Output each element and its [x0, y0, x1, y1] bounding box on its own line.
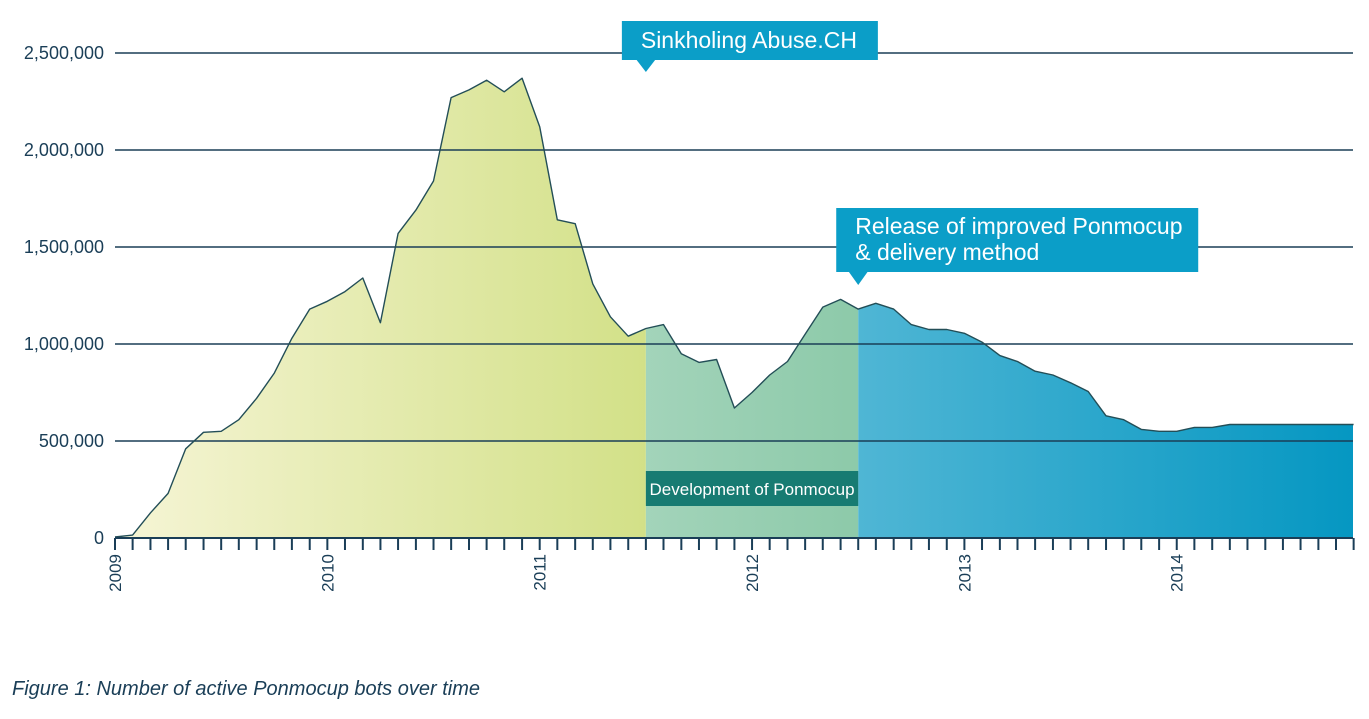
area-pre-sinkhole: [115, 78, 646, 538]
y-axis: 0 500,000 1,000,000 1,500,000 2,000,000 2,500…: [24, 43, 104, 548]
x-tick-label: 2013: [955, 554, 974, 592]
x-tick-label: 2009: [106, 554, 125, 592]
y-tick-label: 2,000,000: [24, 140, 104, 160]
x-tick-label: 2010: [318, 554, 337, 592]
development-label: Development of Ponmocup: [650, 480, 855, 499]
sinkholing-label: Sinkholing Abuse.CH: [641, 27, 857, 53]
area-layer: [115, 78, 1353, 538]
x-tick-label: 2011: [531, 554, 550, 591]
annotations: Sinkholing Abuse.CH Release of improved P…: [621, 21, 1199, 506]
series-line: [114, 77, 1354, 538]
development-box: Development of Ponmocup: [645, 471, 859, 506]
area-release: [858, 303, 1353, 538]
x-axis-labels: 2009 2010 2011 2012 2013 2014: [106, 554, 1187, 592]
figure-caption: Figure 1: Number of active Ponmocup bots…: [12, 678, 480, 700]
x-axis: [114, 537, 1355, 550]
release-label-line: Release of improved Ponmocup: [855, 213, 1182, 239]
release-callout: Release of improved Ponmocup& delivery m…: [836, 208, 1199, 285]
x-tick-label: 2012: [743, 554, 762, 592]
y-tick-label: 2,500,000: [24, 43, 104, 63]
sinkholing-callout: Sinkholing Abuse.CH: [621, 21, 878, 72]
release-label-line: & delivery method: [855, 239, 1039, 265]
x-tick-label: 2014: [1168, 554, 1187, 592]
y-tick-label: 0: [94, 528, 104, 548]
y-tick-label: 1,000,000: [24, 334, 104, 354]
y-tick-label: 1,500,000: [24, 237, 104, 257]
y-tick-label: 500,000: [39, 431, 104, 451]
line-layer: [114, 77, 1354, 538]
